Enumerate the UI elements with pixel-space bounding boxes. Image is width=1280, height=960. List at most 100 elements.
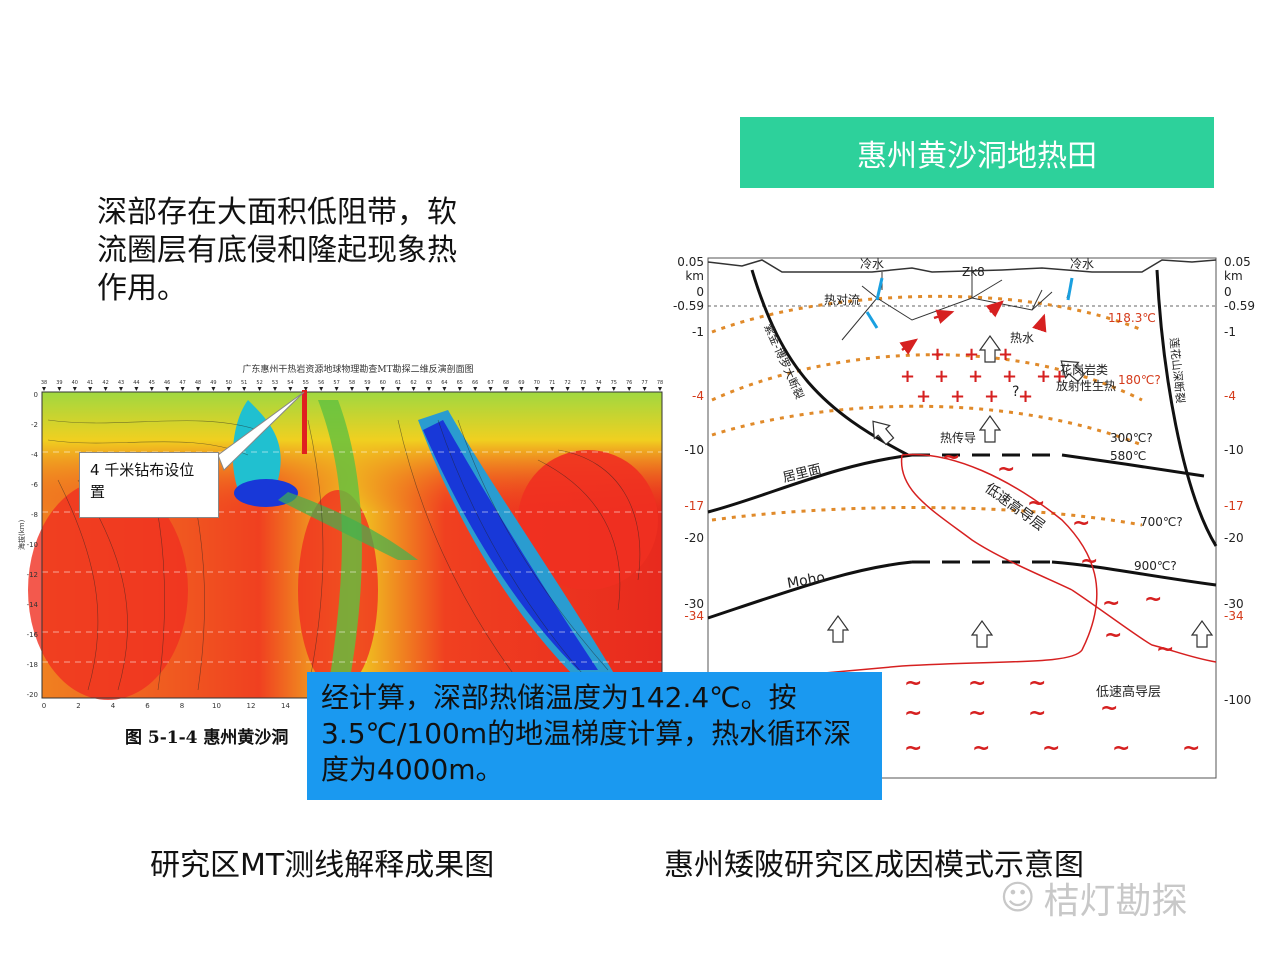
lvhc-mark: ~	[1112, 736, 1130, 761]
mt-station-label: 52	[256, 380, 262, 386]
heat-flow-arrow	[1190, 619, 1214, 648]
label-fault-left: 紫金-博罗大断裂	[761, 322, 807, 402]
description-text: 深部存在大面积低阻带，软流圈层有底侵和隆起现象热作用。	[97, 195, 457, 306]
mt-station-label: 58	[349, 380, 355, 386]
mt-station-marker	[504, 387, 508, 391]
mt-station-label: 44	[133, 380, 139, 386]
lvhc-mark: ~	[904, 671, 922, 696]
mt-x-tick: 10	[212, 702, 221, 710]
mt-station-marker	[319, 387, 324, 391]
label-fault-right: 莲花山深断裂	[1167, 337, 1188, 404]
lvhc-mark: ~	[1104, 623, 1122, 648]
label-radiogenic: 放射性生热	[1056, 378, 1116, 393]
mt-station-label: 41	[87, 380, 93, 386]
lvhc-mark: ~	[968, 671, 986, 696]
mt-station-marker	[658, 387, 662, 391]
mt-station-marker	[473, 387, 478, 391]
mt-y-tick: -18	[27, 661, 38, 669]
label-convection: 热对流	[824, 293, 860, 307]
mt-x-tick: 0	[42, 702, 46, 710]
mt-station-label: 61	[395, 380, 401, 386]
model-depth-tick: -10	[1224, 443, 1244, 457]
lvhc-mark: ~	[1100, 696, 1118, 721]
mt-station-label: 38	[41, 380, 47, 386]
mt-station-marker	[411, 387, 416, 391]
label-granite: 花岗岩类	[1060, 362, 1108, 377]
mt-station-marker	[611, 387, 616, 391]
model-depth-tick: -0.59	[1224, 299, 1255, 313]
label-cold-water-1: 冷水	[860, 257, 884, 271]
mt-station-label: 49	[210, 380, 216, 386]
model-depth-tick: km	[1224, 269, 1243, 283]
mt-station-label: 75	[611, 380, 617, 386]
watermark-text: 桔灯勘探	[1043, 881, 1188, 922]
mt-section-figure: 广东惠州干热岩资源地球物理勘查MT勘探二维反演剖面图 38 39 40 41 42 43 4…	[18, 363, 663, 710]
mt-station-label: 60	[380, 380, 386, 386]
mt-station-label: 51	[241, 380, 247, 386]
genesis-model-figure: + + ++ + + + ++ + + ++ ~ ~~~~~~~~~ ~ ~~~ ~ ~~ ~ ~ ~ ~ 冷水 冷…	[673, 255, 1255, 779]
mt-station-marker	[72, 387, 77, 391]
heat-flow-arrow	[978, 334, 1002, 363]
mt-station-label: 56	[318, 380, 324, 386]
mt-station-marker	[149, 387, 154, 391]
mt-station-marker	[273, 387, 277, 391]
mt-station-label: 62	[410, 380, 416, 386]
mt-station-marker	[565, 387, 570, 391]
mt-station-label: 67	[487, 380, 493, 386]
mt-station-label: 46	[164, 380, 170, 386]
label-question: ?	[1012, 384, 1019, 400]
model-depth-tick: km	[685, 269, 704, 283]
lvhc-mark: ~	[1182, 736, 1200, 761]
lvhc-mark: ~	[942, 445, 960, 470]
mt-station-marker	[119, 387, 123, 391]
mt-station-label: 72	[564, 380, 570, 386]
drill-location-label: 4 千米钻布设位置	[79, 452, 219, 518]
mt-station-marker	[57, 387, 62, 391]
lvhc-mark: ~	[968, 701, 986, 726]
mt-y-axis: 0 -2 -4 -6 -8 -10 -12 -14 -16 -18 -20	[27, 391, 39, 699]
model-depth-tick: -0.59	[673, 299, 704, 313]
mt-y-tick: -4	[31, 451, 39, 459]
mt-station-marker	[334, 387, 339, 391]
label-conduction: 热传导	[940, 430, 976, 445]
granite-cross: +	[964, 344, 979, 365]
caption-genesis-model: 惠州矮陂研究区成因模式示意图	[664, 848, 1084, 883]
mt-station-marker	[103, 387, 108, 391]
mt-station-marker	[196, 387, 200, 391]
model-depth-tick: -100	[1224, 693, 1251, 707]
label-borehole: Zk8	[962, 265, 985, 279]
mt-station-label: 71	[549, 380, 555, 386]
label-temp-118: 118.3℃	[1108, 311, 1156, 325]
model-depth-tick: 0	[696, 285, 704, 299]
granite-cross: +	[968, 366, 983, 387]
caption-mt-results: 研究区MT测线解释成果图	[150, 848, 495, 883]
mt-x-tick: 8	[180, 702, 184, 710]
mt-station-marker	[165, 387, 170, 391]
mt-station-label: 54	[287, 380, 293, 386]
mt-station-marker	[134, 387, 139, 391]
mt-station-label: 59	[364, 380, 370, 386]
granite-cross: +	[1018, 386, 1033, 407]
mt-station-label: 47	[179, 380, 185, 386]
mt-figure-caption: 图 5-1-4 惠州黄沙洞	[125, 728, 289, 748]
mt-station-marker	[226, 387, 231, 391]
model-depth-tick: -1	[1224, 325, 1236, 339]
mt-y-tick: -10	[27, 541, 38, 549]
mt-station-label: 66	[472, 380, 478, 386]
label-temp-900: 900℃?	[1134, 559, 1177, 573]
mt-station-marker	[303, 387, 308, 391]
granite-cross: +	[984, 386, 999, 407]
mt-station-label: 69	[518, 380, 524, 386]
granite-cross: +	[950, 386, 965, 407]
model-depth-tick: 0.05	[677, 255, 704, 269]
mt-y-tick: -6	[31, 481, 39, 489]
mt-station-marker	[581, 387, 585, 391]
mt-station-marker	[396, 387, 401, 391]
granite-cross: +	[900, 366, 915, 387]
label-temp-580: 580℃	[1110, 449, 1146, 463]
label-hot-water: 热水	[1010, 331, 1034, 345]
mt-station-label: 65	[457, 380, 463, 386]
mt-station-marker	[550, 387, 555, 391]
model-depth-tick: -1	[692, 325, 704, 339]
